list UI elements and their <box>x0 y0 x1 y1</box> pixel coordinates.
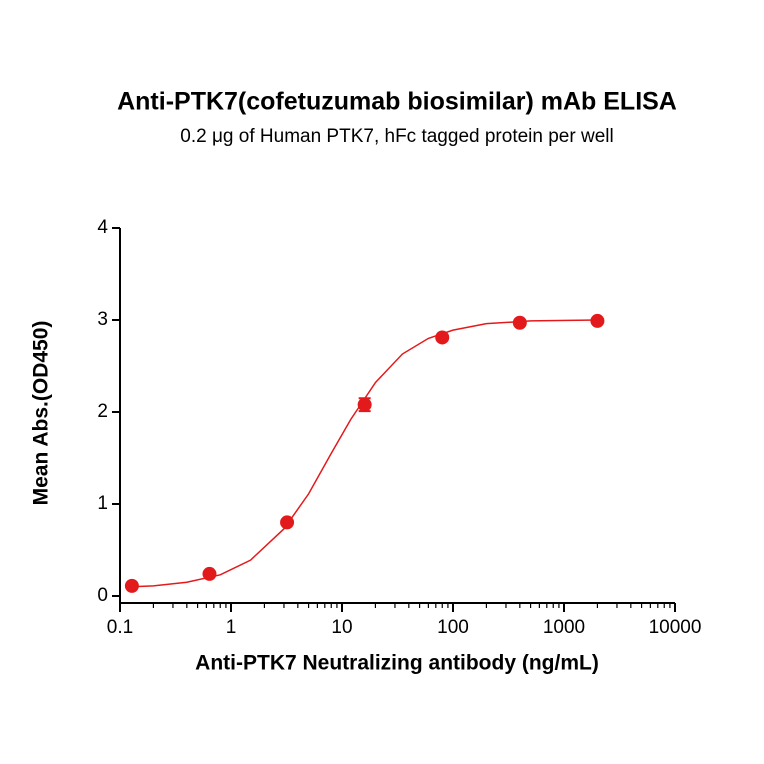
fit-curve <box>131 319 598 588</box>
y-axis-label: Mean Abs.(OD450) <box>30 321 53 506</box>
data-point <box>357 397 372 412</box>
data-point <box>202 566 217 581</box>
y-tick-label: 3 <box>97 309 108 330</box>
data-point <box>280 515 295 530</box>
x-tick-label: 100 <box>437 617 469 638</box>
y-tick-label: 1 <box>97 493 108 514</box>
chart-title: Anti-PTK7(cofetuzumab biosimilar) mAb EL… <box>117 88 677 116</box>
x-tick-label: 10000 <box>649 617 702 638</box>
x-tick-label: 0.1 <box>107 617 133 638</box>
x-tick-label: 1 <box>226 617 237 638</box>
y-tick-label: 2 <box>97 401 108 422</box>
x-tick-label: 1000 <box>543 617 585 638</box>
chart-subtitle: 0.2 μg of Human PTK7, hFc tagged protein… <box>180 126 613 147</box>
y-tick-label: 0 <box>97 585 108 606</box>
data-point <box>124 578 139 593</box>
x-tick-label: 10 <box>331 617 352 638</box>
data-point <box>435 330 450 345</box>
y-tick-label: 4 <box>97 217 108 238</box>
x-axis-label: Anti-PTK7 Neutralizing antibody (ng/mL) <box>195 652 599 675</box>
data-point <box>512 315 527 330</box>
data-point <box>590 313 605 328</box>
